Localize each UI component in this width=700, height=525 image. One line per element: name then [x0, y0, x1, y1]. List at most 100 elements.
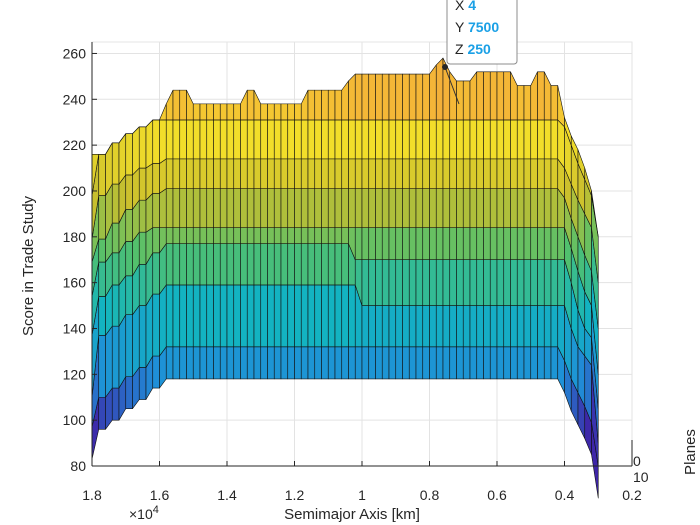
surface-patch — [267, 158, 275, 189]
surface-patch — [516, 305, 525, 348]
surface-patch — [476, 259, 484, 306]
surface-patch — [435, 158, 444, 189]
surface-patch — [503, 259, 511, 306]
surface-patch — [246, 284, 255, 348]
surface-patch — [503, 71, 511, 121]
surface-patch — [449, 305, 457, 348]
surface-patch — [462, 305, 471, 348]
surface-patch — [456, 119, 464, 160]
surface-patch — [537, 259, 545, 306]
datatip[interactable]: X 4 Y 7500 Z 250 — [442, 0, 518, 105]
surface-patch — [408, 158, 417, 189]
surface-patch — [219, 158, 228, 189]
surface-patch — [145, 293, 154, 368]
surface-patch — [138, 167, 147, 201]
surface-patch — [483, 259, 491, 306]
surface-patch — [273, 284, 282, 348]
surface-patch — [206, 227, 214, 244]
surface-patch — [442, 305, 451, 348]
surface-patch — [199, 119, 208, 160]
surface-patch — [327, 243, 336, 286]
surface-patch — [435, 227, 444, 261]
surface-patch — [523, 305, 532, 348]
surface-patch — [246, 89, 255, 121]
surface-patch — [111, 222, 120, 254]
surface-patch — [489, 71, 498, 121]
surface-patch — [550, 259, 559, 306]
surface-patch — [253, 284, 262, 348]
surface-patch — [388, 305, 397, 348]
surface-patch — [408, 188, 417, 228]
surface-patch — [530, 119, 538, 160]
surface-patch — [550, 346, 559, 380]
surface-patch — [138, 367, 147, 400]
surface-patch — [206, 284, 214, 348]
surface-patch — [267, 284, 275, 348]
surface-patch — [462, 259, 471, 306]
surface-patch — [192, 243, 201, 286]
surface-patch — [125, 376, 133, 410]
surface-patch — [294, 284, 302, 348]
surface-patch — [111, 252, 120, 286]
surface-patch — [233, 103, 241, 121]
surface-patch — [172, 284, 181, 348]
surface-patch — [253, 243, 262, 286]
surface-patch — [294, 243, 302, 286]
surface-patch — [354, 188, 363, 228]
surface-patch — [199, 158, 208, 189]
surface-patch — [442, 119, 451, 160]
surface-patch — [341, 346, 349, 380]
surface-patch — [280, 284, 289, 348]
surface-patch — [334, 188, 343, 228]
surface-patch — [172, 158, 181, 189]
surface-patch — [213, 188, 221, 228]
surface-patch — [503, 346, 511, 380]
surface-patch — [550, 85, 559, 121]
surface-patch — [429, 64, 437, 121]
surface-patch — [294, 346, 302, 380]
surface-patch — [125, 314, 133, 377]
surface-patch — [179, 119, 187, 160]
surface-patch — [469, 259, 478, 306]
y-tick-label: 260 — [63, 45, 87, 61]
surface-patch — [496, 71, 505, 121]
surface-patch — [550, 227, 559, 261]
surface-patch — [246, 158, 255, 189]
surface-patch — [523, 85, 532, 121]
surface-patch — [172, 89, 181, 121]
x-tick-label: 1.2 — [285, 487, 305, 503]
surface-patch — [145, 163, 154, 201]
surface-patch — [172, 227, 181, 244]
surface-patch — [219, 346, 228, 380]
surface-patch — [557, 85, 565, 128]
surface-patch — [294, 158, 302, 189]
surface-patch — [476, 227, 484, 261]
surface-patch — [98, 296, 106, 336]
surface-patch — [368, 305, 376, 348]
surface-patch — [111, 387, 120, 421]
surface-patch — [381, 227, 390, 261]
axes: 80 100 120 140 160 180 200 220 240 260 1.8 1.6 1.4 1.… — [63, 42, 649, 503]
surface-patch — [213, 119, 221, 160]
surface-patch — [530, 71, 538, 121]
surface-patch — [375, 73, 383, 121]
surface-patch — [334, 119, 343, 160]
surface-patch — [152, 227, 160, 254]
surface-patch — [253, 158, 262, 189]
surface-patch — [415, 188, 424, 228]
surface-patch — [321, 89, 329, 121]
surface-patch — [489, 346, 498, 380]
surface-patch — [213, 346, 221, 380]
surface-patch — [489, 305, 498, 348]
surface-patch — [327, 227, 336, 244]
surface-patch — [159, 119, 167, 164]
surface-patch — [354, 227, 363, 261]
surface-patch — [294, 188, 302, 228]
surface-patch — [246, 227, 255, 244]
surface-patch — [307, 346, 316, 380]
x-tick-label: 0.6 — [487, 487, 507, 503]
surface-patch — [280, 158, 289, 189]
surface-patch — [186, 284, 194, 348]
surface-patch — [98, 195, 106, 240]
surface-patch — [449, 227, 457, 261]
